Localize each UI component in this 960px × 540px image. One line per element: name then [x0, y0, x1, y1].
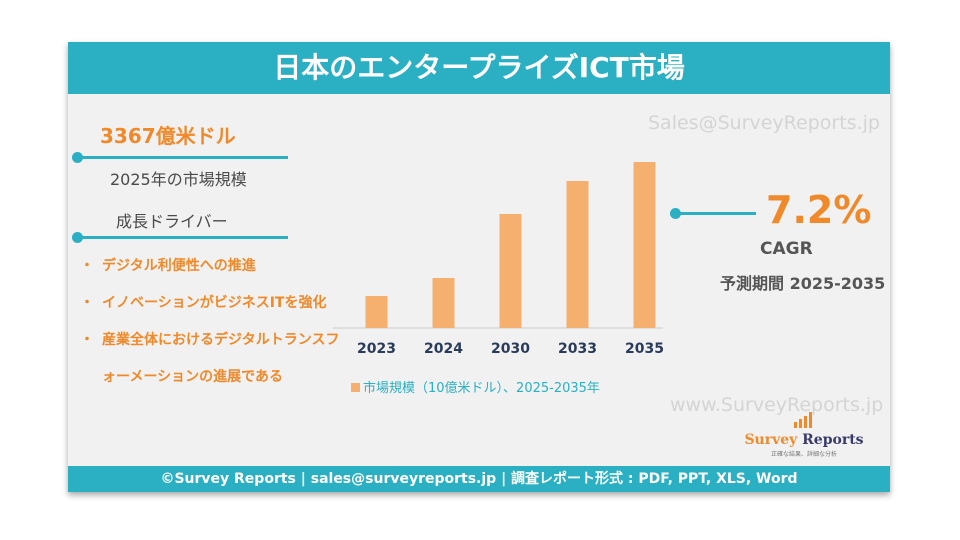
x-tick-label: 2030	[491, 341, 530, 357]
footer-bar: ©Survey Reports | sales@surveyreports.jp…	[68, 466, 890, 492]
list-item: ・ イノベーションがビジネスITを強化	[78, 285, 348, 322]
bullet-mark: ・	[80, 332, 94, 348]
logo-word-survey: Survey	[744, 432, 798, 448]
forecast-period: 予測期間 2025-2035	[720, 274, 886, 293]
survey-reports-logo: Survey Reports 正確な結果、詳細な分析	[744, 412, 864, 458]
email-watermark: Sales@SurveyReports.jp	[648, 112, 880, 134]
legend-swatch	[351, 383, 360, 392]
bar-2035	[633, 162, 656, 328]
infographic-card: 日本のエンタープライズICT市場 Sales@SurveyReports.jp …	[68, 42, 890, 492]
x-tick-label: 2024	[424, 341, 463, 357]
bar-2024	[432, 278, 455, 328]
driver-text: 産業全体におけるデジタルトランスフォーメーションの進展である	[102, 332, 340, 385]
x-tick-label: 2023	[357, 341, 396, 357]
bar-2023	[365, 296, 388, 328]
website-watermark: www.SurveyReports.jp	[670, 394, 884, 416]
x-tick-label: 2033	[558, 341, 597, 357]
bar-chart-logo-icon	[794, 412, 812, 428]
divider-line	[76, 156, 288, 159]
driver-text: デジタル利便性への推進	[102, 258, 256, 274]
market-size-value: 3367億米ドル	[100, 124, 236, 148]
cagr-label: CAGR	[760, 239, 813, 259]
list-item: ・ デジタル利便性への推進	[78, 248, 348, 285]
list-item: ・ 産業全体におけるデジタルトランスフォーメーションの進展である	[78, 322, 348, 396]
connector-dot	[670, 208, 681, 219]
legend-label: 市場規模（10億米ドル）、2025-2035年	[363, 380, 600, 396]
logo-tagline: 正確な結果、詳細な分析	[770, 451, 837, 458]
bullet-mark: ・	[80, 295, 94, 311]
bar-2033	[566, 181, 589, 328]
growth-drivers-title: 成長ドライバー	[116, 212, 228, 231]
bullet-mark: ・	[80, 258, 94, 274]
divider-line	[76, 236, 288, 239]
logo-word-reports: Reports	[802, 432, 864, 448]
cagr-value: 7.2%	[766, 188, 872, 232]
driver-text: イノベーションがビジネスITを強化	[102, 295, 327, 311]
divider-line	[676, 212, 756, 215]
market-size-caption: 2025年の市場規模	[110, 170, 247, 189]
bar-2030	[499, 214, 522, 328]
x-tick-label: 2035	[625, 341, 664, 357]
page-title: 日本のエンタープライズICT市場	[68, 42, 890, 94]
market-size-bar-chart: 2023 2024 2030 2033 2035 市場規模（10億米ドル）、2025-20…	[333, 162, 664, 396]
logo-wordmark: Survey Reports	[744, 432, 864, 448]
growth-drivers-list: ・ デジタル利便性への推進 ・ イノベーションがビジネスITを強化 ・ 産業全体…	[78, 248, 348, 396]
